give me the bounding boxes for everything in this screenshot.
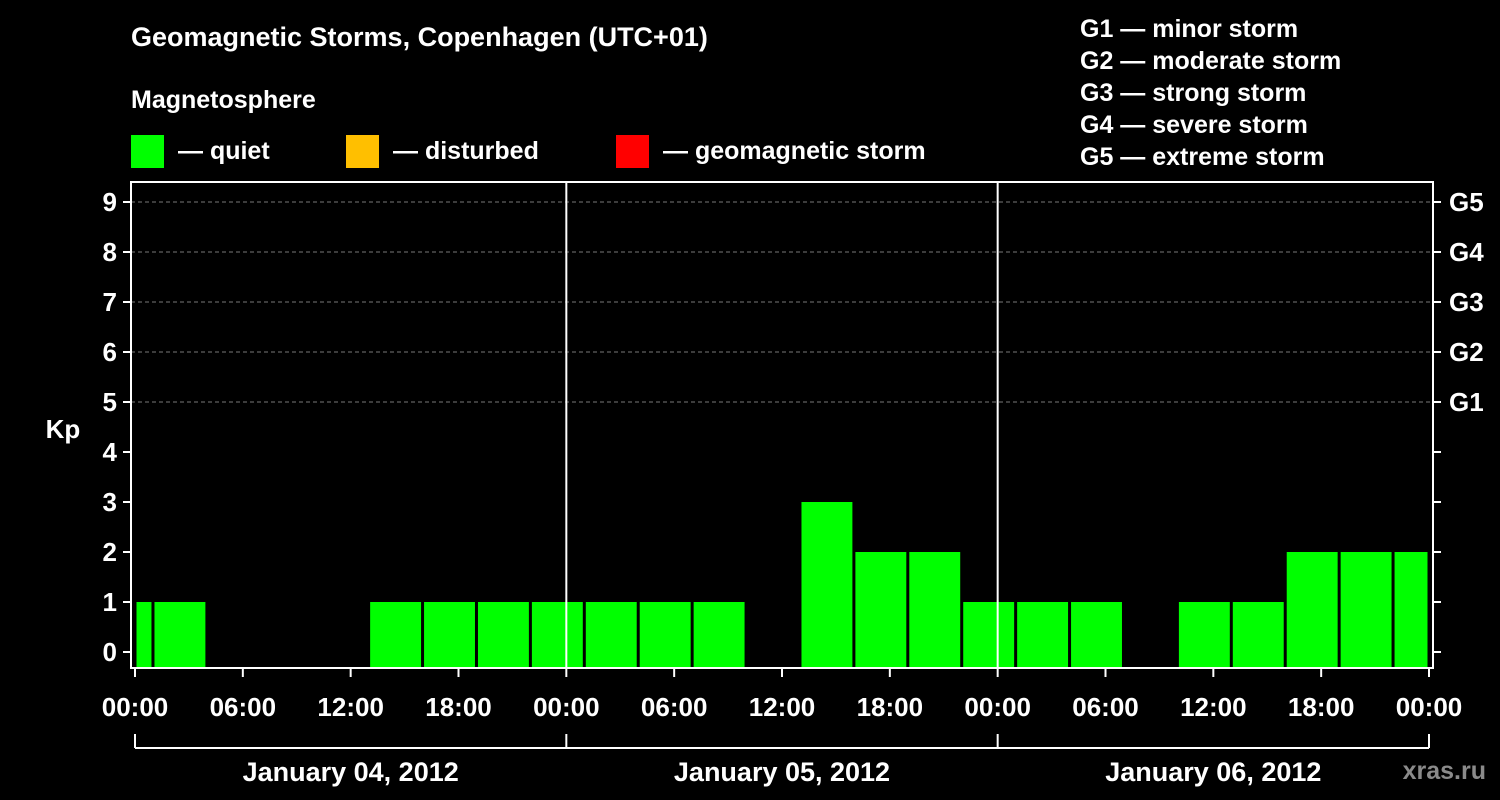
date-label: January 06, 2012: [1105, 757, 1321, 787]
chart-title: Geomagnetic Storms, Copenhagen (UTC+01): [131, 22, 708, 52]
g-level-label: G2: [1449, 337, 1484, 367]
x-tick-label: 00:00: [1396, 692, 1463, 722]
kp-bar: [1232, 602, 1284, 668]
kp-bar: [477, 602, 529, 668]
y-tick-label: 7: [103, 287, 117, 317]
legend-label-storm: — geomagnetic storm: [663, 136, 926, 165]
x-tick-label: 18:00: [857, 692, 924, 722]
legend-item-quiet: — quiet: [131, 134, 270, 168]
date-label: January 04, 2012: [243, 757, 459, 787]
watermark: xras.ru: [1402, 757, 1486, 785]
g-level-label: G3: [1449, 287, 1484, 317]
y-tick-label: 6: [103, 337, 117, 367]
x-tick-label: 06:00: [1072, 692, 1139, 722]
g-level-label: G1: [1449, 387, 1484, 417]
legend-swatch-storm: [616, 134, 649, 168]
kp-bar: [1340, 552, 1392, 668]
kp-bar: [693, 602, 745, 668]
y-tick-label: 1: [103, 587, 117, 617]
date-label: January 05, 2012: [674, 757, 890, 787]
y-axis-label: Kp: [46, 414, 81, 444]
x-tick-label: 00:00: [533, 692, 600, 722]
legend-label-quiet: — quiet: [178, 136, 270, 165]
y-tick-label: 9: [103, 187, 117, 217]
x-tick-label: 18:00: [425, 692, 492, 722]
kp-bar: [1017, 602, 1069, 668]
legend-heading: Magnetosphere: [131, 86, 316, 114]
kp-bar: [531, 602, 583, 668]
g-scale-legend: G1 — minor storm G2 — moderate storm G3 …: [1080, 13, 1480, 173]
y-tick-label: 5: [103, 387, 117, 417]
y-tick-label: 0: [103, 637, 117, 667]
y-tick-label: 3: [103, 487, 117, 517]
kp-bar: [909, 552, 961, 668]
legend-item-disturbed: — disturbed: [346, 134, 539, 168]
g-scale-g1: G1 — minor storm: [1080, 15, 1299, 43]
x-tick-label: 12:00: [317, 692, 384, 722]
g-scale-g5: G5 — extreme storm: [1080, 143, 1325, 171]
y-tick-label: 8: [103, 237, 117, 267]
kp-bar: [855, 552, 907, 668]
x-tick-label: 00:00: [102, 692, 169, 722]
legend-swatch-quiet: [131, 134, 164, 168]
x-tick-label: 18:00: [1288, 692, 1355, 722]
kp-bar: [1286, 552, 1338, 668]
kp-bar: [1394, 552, 1428, 668]
g-scale-g2: G2 — moderate storm: [1080, 47, 1342, 75]
g-level-label: G5: [1449, 187, 1484, 217]
y-tick-label: 2: [103, 537, 117, 567]
y-tick-label: 4: [103, 437, 118, 467]
x-tick-label: 00:00: [964, 692, 1031, 722]
x-tick-label: 12:00: [749, 692, 816, 722]
kp-bar: [963, 602, 1015, 668]
g-scale-g4: G4 — severe storm: [1080, 111, 1308, 139]
kp-bar: [154, 602, 206, 668]
kp-bar: [136, 602, 152, 668]
kp-bar: [370, 602, 422, 668]
x-tick-label: 12:00: [1180, 692, 1247, 722]
x-tick-label: 06:00: [641, 692, 708, 722]
legend-swatch-disturbed: [346, 134, 379, 168]
kp-bar: [639, 602, 691, 668]
kp-bar: [1071, 602, 1122, 668]
x-tick-label: 06:00: [210, 692, 277, 722]
g-level-label: G4: [1449, 237, 1484, 267]
plot-frame: [130, 181, 1434, 669]
kp-bar: [585, 602, 637, 668]
kp-bar: [1178, 602, 1230, 668]
legend-label-disturbed: — disturbed: [393, 136, 539, 165]
kp-bar: [424, 602, 475, 668]
g-scale-g3: G3 — strong storm: [1080, 79, 1307, 107]
kp-bar: [801, 502, 853, 668]
legend-item-storm: — geomagnetic storm: [616, 134, 926, 168]
